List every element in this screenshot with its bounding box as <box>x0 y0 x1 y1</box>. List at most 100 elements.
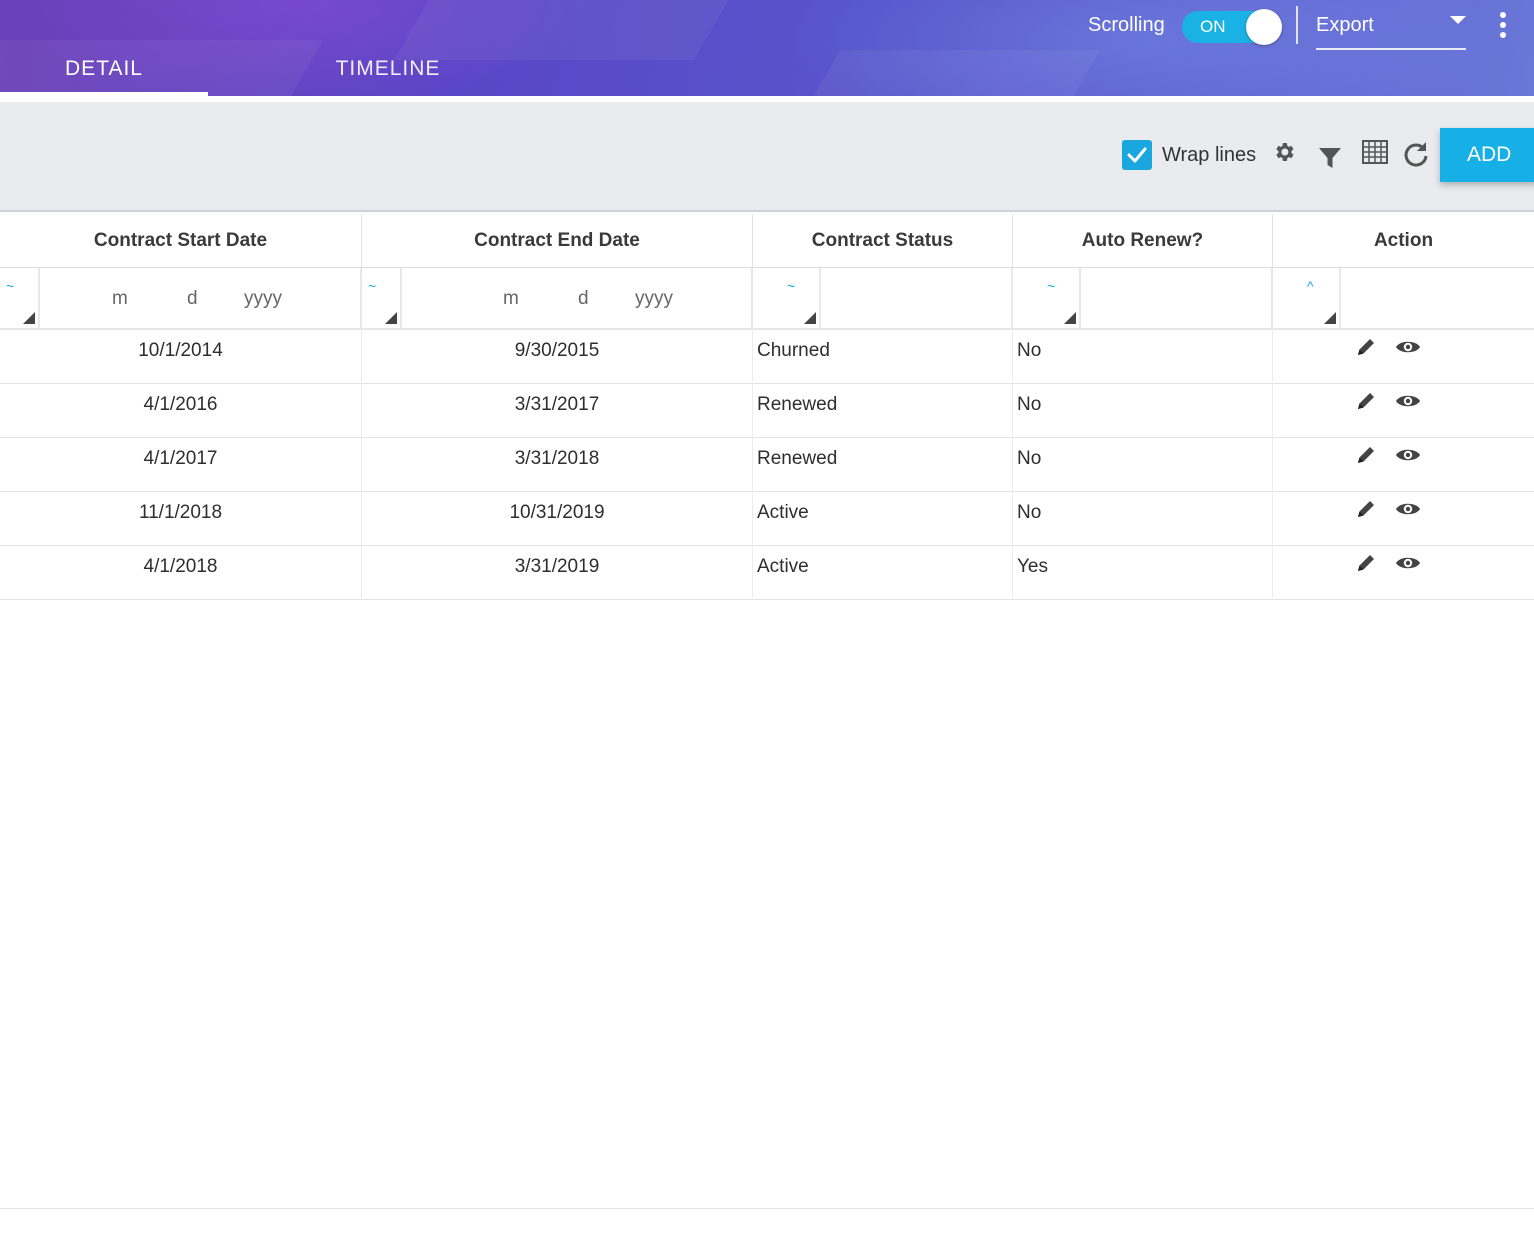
month-placeholder: m <box>503 288 519 309</box>
eye-icon[interactable] <box>1395 554 1421 572</box>
auto-renew-value: Yes <box>1017 556 1048 577</box>
table-row[interactable]: 4/1/2017 3/31/2018 Renewed No <box>0 438 1534 492</box>
auto-renew-value: No <box>1017 394 1042 415</box>
filter-start-date: ~ m d yyyy <box>0 268 362 328</box>
column-header-status[interactable]: Contract Status <box>753 214 1013 268</box>
filter-operator-button[interactable]: ~ <box>1013 268 1081 328</box>
end-date-value: 3/31/2019 <box>514 556 600 577</box>
filter-operator-symbol: ^ <box>1307 278 1314 294</box>
add-button[interactable]: ADD <box>1440 128 1534 182</box>
column-header-end-date[interactable]: Contract End Date <box>362 214 753 268</box>
gear-icon[interactable] <box>1272 140 1296 164</box>
action-filter-input[interactable] <box>1345 274 1530 322</box>
start-date-filter-input[interactable] <box>44 274 356 322</box>
cell-start-date: 11/1/2018 <box>0 492 362 546</box>
tab-timeline[interactable]: TIMELINE <box>284 0 492 96</box>
header-divider <box>1296 6 1298 44</box>
cell-start-date: 4/1/2017 <box>0 438 362 492</box>
month-placeholder: m <box>112 288 128 309</box>
corner-triangle-icon <box>1064 312 1076 324</box>
filter-operator-symbol: ~ <box>787 278 796 294</box>
wrap-lines-checkbox[interactable] <box>1122 140 1152 170</box>
export-label: Export <box>1316 14 1374 36</box>
table-row[interactable]: 4/1/2018 3/31/2019 Active Yes <box>0 546 1534 600</box>
corner-triangle-icon <box>23 312 35 324</box>
cell-auto-renew: No <box>1013 330 1273 384</box>
table-row[interactable]: 10/1/2014 9/30/2015 Churned No <box>0 330 1534 384</box>
end-date-value: 3/31/2017 <box>514 394 600 415</box>
cell-status: Renewed <box>753 438 1013 492</box>
cell-action <box>1273 546 1534 600</box>
auto-renew-value: No <box>1017 340 1042 361</box>
status-value: Active <box>757 502 809 523</box>
cell-action <box>1273 492 1534 546</box>
eye-icon[interactable] <box>1395 446 1421 464</box>
pencil-icon[interactable] <box>1355 390 1377 412</box>
auto-renew-filter-input[interactable] <box>1085 274 1267 322</box>
cell-auto-renew: No <box>1013 438 1273 492</box>
cell-action <box>1273 384 1534 438</box>
tab-detail[interactable]: DETAIL <box>0 0 208 96</box>
cell-action <box>1273 330 1534 384</box>
scrolling-label: Scrolling <box>1088 14 1165 36</box>
grid-body: 10/1/2014 9/30/2015 Churned No 4/1/2016 … <box>0 330 1534 600</box>
year-placeholder: yyyy <box>244 288 282 309</box>
refresh-icon[interactable] <box>1402 140 1430 168</box>
column-header-label: Action <box>1373 230 1434 251</box>
filter-icon[interactable] <box>1318 146 1342 170</box>
table-row[interactable]: 4/1/2016 3/31/2017 Renewed No <box>0 384 1534 438</box>
column-header-action[interactable]: Action <box>1273 214 1534 268</box>
eye-icon[interactable] <box>1395 500 1421 518</box>
filter-operator-button[interactable]: ^ <box>1273 268 1341 328</box>
filter-action: ^ <box>1273 268 1534 328</box>
cell-auto-renew: Yes <box>1013 546 1273 600</box>
grid-header-row: Contract Start Date Contract End Date Co… <box>0 214 1534 268</box>
cell-start-date: 4/1/2016 <box>0 384 362 438</box>
filter-operator-button[interactable]: ~ <box>753 268 821 328</box>
column-header-start-date[interactable]: Contract Start Date <box>0 214 362 268</box>
toggle-state-label: ON <box>1200 17 1226 36</box>
export-dropdown[interactable]: Export <box>1316 8 1466 50</box>
checkmark-icon <box>1127 147 1147 163</box>
end-date-filter-input[interactable] <box>406 274 747 322</box>
filter-operator-button[interactable]: ~ <box>362 268 402 328</box>
column-header-label: Auto Renew? <box>1081 230 1204 251</box>
filter-auto-renew: ~ <box>1013 268 1273 328</box>
pencil-icon[interactable] <box>1355 336 1377 358</box>
pencil-icon[interactable] <box>1355 552 1377 574</box>
cell-end-date: 3/31/2018 <box>362 438 753 492</box>
filter-operator-symbol: ~ <box>368 278 377 294</box>
wrap-lines-label: Wrap lines <box>1162 144 1257 166</box>
auto-renew-value: No <box>1017 502 1042 523</box>
pencil-icon[interactable] <box>1355 444 1377 466</box>
cell-start-date: 10/1/2014 <box>0 330 362 384</box>
day-placeholder: d <box>578 288 589 309</box>
eye-icon[interactable] <box>1395 392 1421 410</box>
table-row[interactable]: 11/1/2018 10/31/2019 Active No <box>0 492 1534 546</box>
pencil-icon[interactable] <box>1355 498 1377 520</box>
end-date-value: 10/31/2019 <box>509 502 605 523</box>
filter-operator-symbol: ~ <box>6 278 15 294</box>
start-date-value: 4/1/2018 <box>143 556 218 577</box>
filter-end-date: ~ m d yyyy <box>362 268 753 328</box>
cell-end-date: 3/31/2019 <box>362 546 753 600</box>
status-filter-input[interactable] <box>825 274 1007 322</box>
start-date-value: 11/1/2018 <box>138 502 223 523</box>
column-header-auto-renew[interactable]: Auto Renew? <box>1013 214 1273 268</box>
app-header: DETAIL TIMELINE Scrolling ON Export <box>0 0 1534 96</box>
cell-end-date: 9/30/2015 <box>362 330 753 384</box>
tab-timeline-label: TIMELINE <box>335 57 441 80</box>
day-placeholder: d <box>187 288 198 309</box>
start-date-value: 4/1/2017 <box>143 448 218 469</box>
cell-end-date: 10/31/2019 <box>362 492 753 546</box>
more-options-icon[interactable] <box>1492 8 1514 38</box>
filter-operator-button[interactable]: ~ <box>0 268 40 328</box>
scrolling-toggle[interactable]: ON <box>1182 9 1282 45</box>
start-date-value: 10/1/2014 <box>138 340 223 361</box>
chevron-down-icon <box>1450 16 1466 24</box>
corner-triangle-icon <box>385 312 397 324</box>
eye-icon[interactable] <box>1395 338 1421 356</box>
end-date-value: 3/31/2018 <box>514 448 600 469</box>
grid-icon[interactable] <box>1362 140 1388 164</box>
toggle-knob <box>1246 9 1282 45</box>
